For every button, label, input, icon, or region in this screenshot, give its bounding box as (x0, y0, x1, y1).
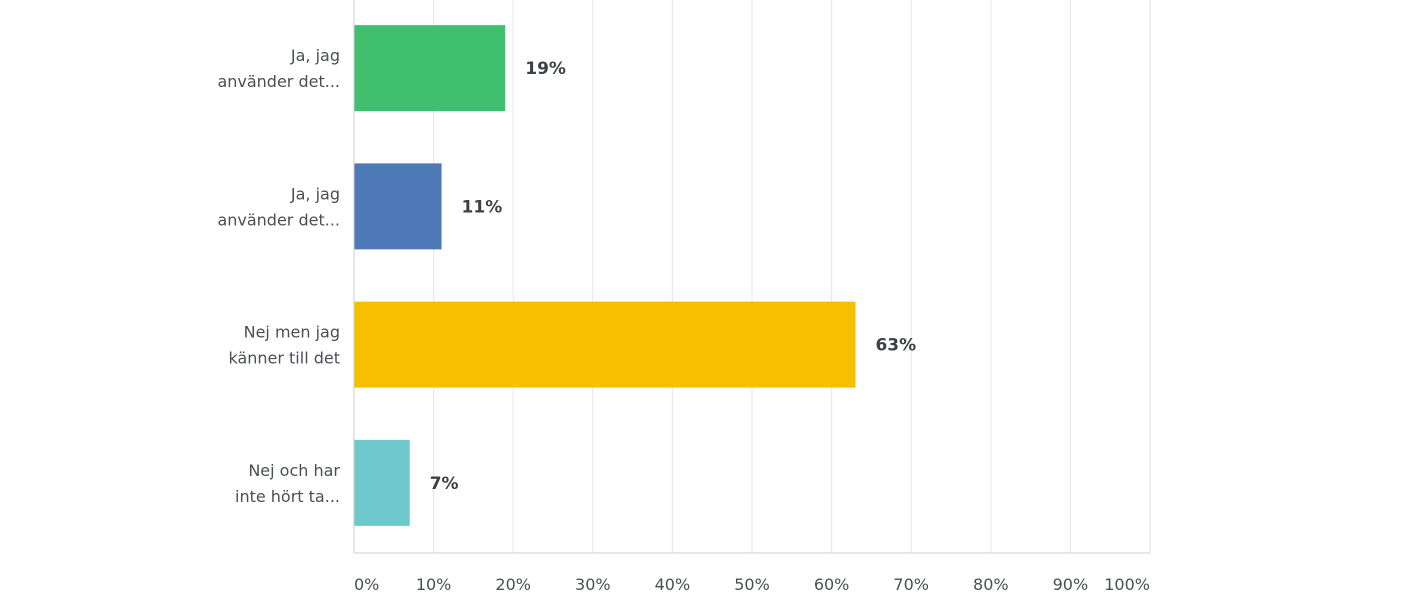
bars (354, 25, 856, 526)
x-tick-label: 20% (495, 575, 531, 594)
bar-1 (354, 25, 506, 112)
gridlines (433, 0, 1151, 553)
category-label-4: Nej och har inte hört ta... (235, 461, 340, 506)
x-tick-label: 100% (1104, 575, 1150, 594)
x-tick-label: 30% (575, 575, 611, 594)
category-label-2: Ja, jag använder det... (217, 184, 340, 229)
x-tick-label: 0% (354, 575, 379, 594)
data-label-3: 63% (875, 336, 916, 356)
x-tick-label: 90% (1053, 575, 1089, 594)
category-labels: Ja, jag använder det... Ja, jag använder de… (217, 46, 340, 506)
x-tick-label: 10% (416, 575, 452, 594)
x-tick-label: 60% (814, 575, 850, 594)
data-label-4: 7% (430, 474, 459, 494)
x-tick-label: 40% (655, 575, 691, 594)
bar-4 (354, 439, 410, 526)
category-label-1: Ja, jag använder det... (217, 46, 340, 91)
category-label-3: Nej men jag känner till det (228, 323, 340, 368)
bar-2 (354, 163, 442, 250)
bar-3 (354, 301, 856, 388)
data-label-1: 19% (525, 59, 566, 79)
x-axis-ticks: 0% 10% 20% 30% 40% 50% 60% 70% 80% 90% 100% (354, 575, 1150, 594)
data-label-2: 11% (462, 197, 503, 217)
x-tick-label: 70% (893, 575, 929, 594)
data-labels: 19% 11% 63% 7% (430, 59, 916, 494)
x-tick-label: 50% (734, 575, 770, 594)
x-tick-label: 80% (973, 575, 1009, 594)
